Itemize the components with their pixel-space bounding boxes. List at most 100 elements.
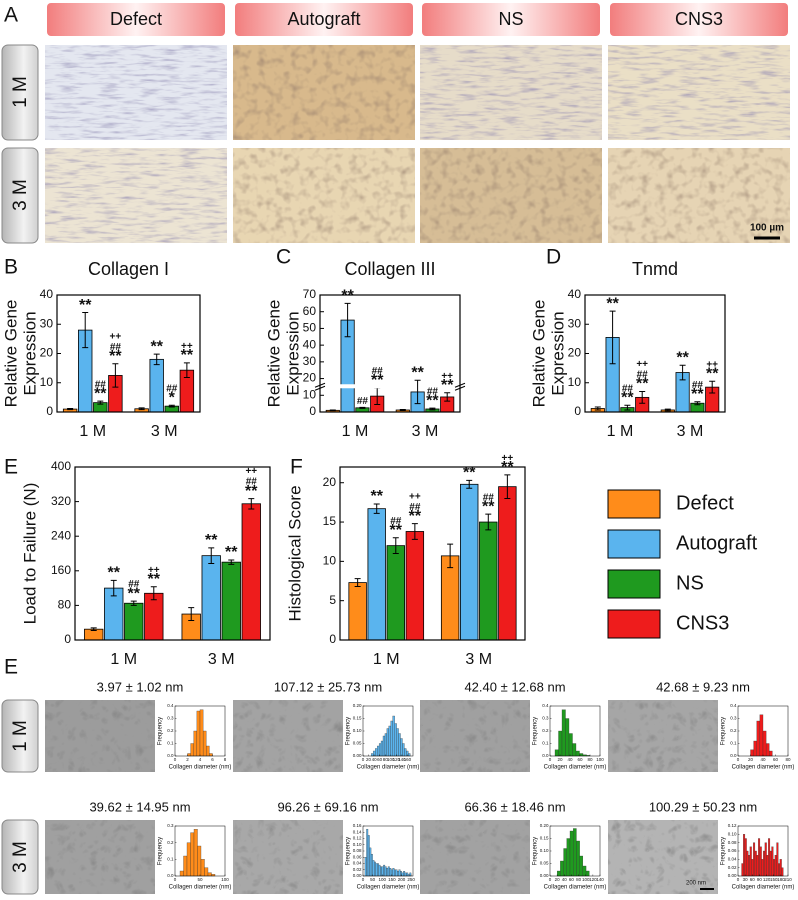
histogram-bar [382, 735, 386, 757]
tem-grid: 1 M 3 M 200 nm [1, 699, 718, 895]
header-pill [422, 3, 600, 36]
significance-mark: ** [463, 465, 476, 482]
error-bar [447, 543, 454, 569]
histogram-bar [569, 830, 574, 877]
y-tick-label: 0 [64, 632, 71, 646]
significance-mark: ** [109, 348, 122, 365]
x-tick-label: 30 [743, 877, 749, 882]
significance-mark: ** [636, 376, 649, 393]
histogram-bar [560, 860, 564, 877]
histogram-bar [764, 842, 767, 877]
significance-mark: ** [128, 585, 141, 602]
bar [479, 521, 498, 641]
y-tick-label: 400 [51, 459, 71, 473]
panel-label: B [4, 256, 18, 279]
column-headers: Defect Autograft NS CNS3 [47, 3, 788, 36]
x-tick-label: 0 [174, 877, 177, 882]
error-bar [97, 400, 104, 405]
error-bar [414, 379, 421, 405]
significance-mark: ** [411, 364, 424, 381]
histogram-bar [193, 829, 198, 877]
histogram-bar [585, 870, 590, 877]
error-bar [354, 578, 361, 588]
histogram-bar [404, 872, 407, 877]
x-tick-label: 40 [372, 757, 378, 762]
y-tick-label: 0.05 [540, 861, 549, 866]
x-tick-label: 180 [777, 877, 785, 882]
histogram-bar [392, 715, 395, 757]
histogram-bar [759, 714, 764, 757]
histogram-bar [372, 860, 375, 877]
y-tick-label: 0.3 [542, 716, 549, 721]
significance-mark: ** [706, 366, 719, 383]
histogram-bar [769, 850, 772, 877]
significance-mark: ** [181, 347, 194, 364]
significance-mark: ++ [148, 565, 160, 576]
error-bar [466, 479, 473, 489]
y-tick-label: 20 [303, 371, 317, 385]
y-tick-label: 0.04 [353, 861, 362, 866]
y-tick-label: 0.2 [167, 840, 174, 845]
y-tick-label: 0.12 [728, 823, 737, 828]
x-tick-label: 200 [398, 877, 406, 882]
column-header: Defect [110, 9, 162, 29]
x-axis-label: Collagen diameter (nm) [732, 765, 795, 771]
histogram-bar [383, 864, 386, 877]
x-tick-label: 100 [387, 757, 395, 762]
plot-frame [74, 466, 271, 641]
significance-mark: ** [482, 498, 495, 515]
histology-image [45, 148, 227, 243]
error-bar [594, 406, 601, 411]
histogram-bar [199, 709, 204, 757]
tem-title: 42.68 ± 9.23 nm [656, 679, 750, 694]
histogram-bar [563, 848, 567, 877]
x-tick-label: 0 [362, 877, 365, 882]
histogram-bar [409, 872, 412, 877]
y-axis-label: Frequency [346, 837, 352, 865]
tem-title: 66.36 ± 18.46 nm [464, 799, 565, 814]
histogram-bar [209, 753, 213, 757]
y-tick-label: 0.2 [542, 728, 549, 733]
x-tick-label: 100 [378, 877, 386, 882]
histogram-bar [371, 753, 374, 757]
significance-mark: * [169, 389, 176, 406]
histogram-bar [746, 850, 749, 877]
histogram-bar [386, 728, 389, 757]
tem-image [233, 820, 343, 894]
histogram-bar [766, 855, 769, 877]
x-axis-label: Collagen diameter (nm) [544, 885, 607, 891]
histogram-bar [386, 868, 389, 877]
plot-frame [174, 705, 226, 757]
y-axis-label: Frequency [158, 717, 164, 745]
x-tick-label: 1 M [607, 423, 634, 440]
y-tick-label: 0.02 [728, 865, 737, 870]
error-bar [709, 380, 716, 394]
x-tick-label: 3 M [208, 651, 235, 668]
x-tick-label: 20 [555, 877, 561, 882]
histogram-bar [378, 864, 381, 877]
histogram-bar [367, 835, 370, 877]
y-axis-label: Frequency [533, 837, 539, 865]
bar [386, 545, 405, 641]
y-tick-label: 20 [323, 475, 337, 489]
y-tick-label: 0.14 [353, 829, 362, 834]
histogram-bar [200, 859, 205, 877]
error-bar [112, 363, 119, 388]
row-tab [1, 699, 39, 773]
histogram-bar [394, 869, 396, 877]
x-tick-label: 120 [763, 877, 771, 882]
bar [460, 483, 479, 641]
histogram-bar [400, 738, 403, 757]
histogram-bar [202, 730, 207, 757]
significance-mark: ** [245, 483, 258, 500]
error-bar [359, 406, 366, 409]
x-tick-label: 0 [362, 757, 365, 762]
histogram-bar [753, 740, 757, 757]
y-tick-label: 0.4 [730, 703, 737, 708]
significance-mark: ** [691, 386, 704, 403]
histogram-bar [190, 832, 195, 877]
histogram-bar [369, 847, 372, 877]
histology-grid: 100 µm [45, 45, 790, 243]
row-tab [1, 44, 39, 141]
y-tick-label: 0.04 [728, 857, 737, 862]
